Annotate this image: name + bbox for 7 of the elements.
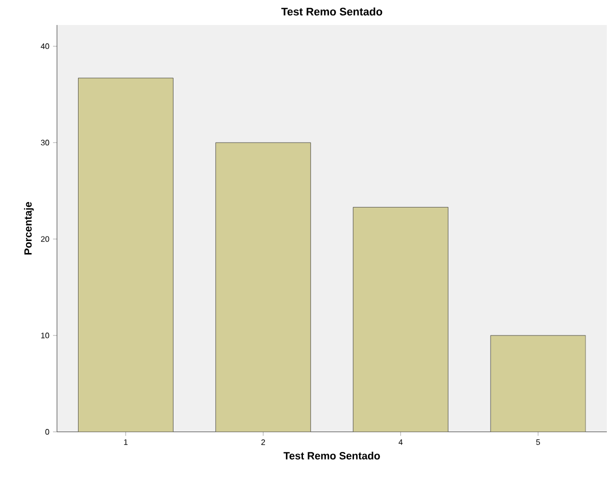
y-axis-title: Porcentaje	[24, 202, 34, 255]
bar	[78, 78, 174, 432]
chart-title: Test Remo Sentado	[281, 8, 382, 16]
bar	[352, 207, 448, 432]
x-axis-title: Test Remo Sentado	[284, 452, 380, 460]
bar	[490, 335, 586, 432]
bar	[215, 142, 311, 432]
